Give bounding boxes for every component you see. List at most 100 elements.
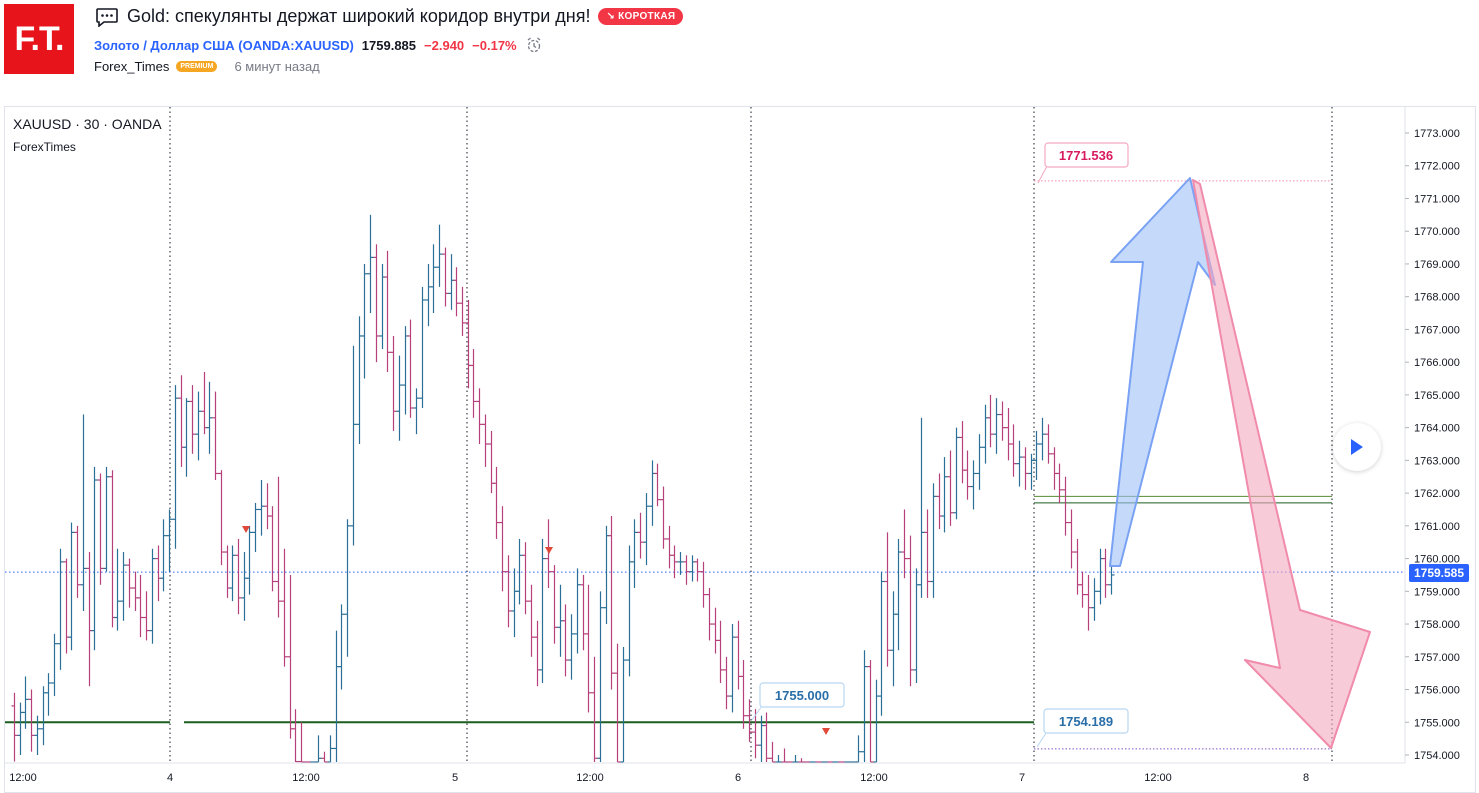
- price-tick-label: 1767.000: [1414, 324, 1460, 336]
- price-tick-label: 1771.000: [1414, 193, 1460, 205]
- ohlc-bar: [562, 604, 569, 677]
- last-price-text: 1759.585: [1414, 566, 1464, 580]
- ohlc-bar: [91, 466, 98, 651]
- price-change-percent: −0.17%: [472, 37, 517, 53]
- ohlc-bar: [895, 538, 902, 651]
- price-tick-label: 1769.000: [1414, 259, 1460, 271]
- ohlc-bar: [626, 545, 633, 677]
- price-tick-label: 1766.000: [1414, 357, 1460, 369]
- ohlc-bar: [964, 450, 971, 500]
- ohlc-bar: [930, 483, 937, 598]
- ohlc-bar: [769, 741, 776, 763]
- ohlc-bar: [534, 620, 541, 687]
- signal-markers: [242, 526, 830, 735]
- ohlc-bar: [459, 286, 466, 336]
- price-tick-label: 1760.000: [1414, 554, 1460, 566]
- ohlc-bar: [45, 673, 52, 716]
- ohlc-bar: [465, 299, 472, 389]
- author-name[interactable]: Forex_Times: [94, 59, 170, 74]
- chart-legend-author: ForexTimes: [13, 140, 76, 154]
- ohlc-bar: [1045, 424, 1052, 464]
- ohlc-bar: [953, 427, 960, 520]
- ohlc-bar: [373, 244, 380, 363]
- down-forecast-arrow[interactable]: [1192, 179, 1371, 749]
- ohlc-bar: [241, 552, 248, 621]
- ohlc-bar: [453, 267, 460, 317]
- ohlc-bar: [344, 519, 351, 657]
- ohlc-bar: [281, 548, 288, 667]
- ohlc-bar: [436, 224, 443, 287]
- arrow-down-right-icon: ↘: [606, 11, 616, 22]
- ohlc-bar: [683, 555, 690, 585]
- time-tick-label: 12:00: [576, 772, 604, 784]
- ohlc-bar: [603, 525, 610, 625]
- ohlc-bar: [258, 480, 265, 536]
- premium-badge: PREMIUM: [176, 61, 218, 72]
- ohlc-bar: [545, 519, 552, 589]
- ohlc-bar: [1097, 548, 1104, 605]
- symbol-code[interactable]: (OANDA:XAUUSD): [238, 37, 354, 53]
- ohlc-bar: [419, 286, 426, 408]
- ohlc-bar: [206, 381, 213, 454]
- ohlc-bar: [528, 584, 535, 657]
- ohlc-bar: [298, 722, 305, 763]
- session-separators: [169, 107, 1333, 763]
- ohlc-bar: [901, 509, 908, 579]
- author-logo[interactable]: F.T.: [4, 4, 74, 74]
- author-row: Forex_Times PREMIUM 6 минут назад: [94, 59, 320, 74]
- price-tick-label: 1770.000: [1414, 226, 1460, 238]
- price-axis-ticks: 1773.000 1772.000 1771.000 1770.000 1769.000…: [1405, 128, 1460, 762]
- ohlc-bar: [993, 398, 1000, 454]
- publish-time: 6 минут назад: [234, 59, 320, 74]
- ohlc-bar: [57, 548, 64, 670]
- up-forecast-arrow[interactable]: [1109, 177, 1216, 567]
- ohlc-bar: [1016, 440, 1023, 487]
- ohlc-bar: [28, 689, 35, 752]
- chart-legend-symbol[interactable]: XAUUSD · 30 · OANDA: [13, 116, 162, 132]
- time-tick-label: 12:00: [860, 772, 888, 784]
- support-price-label[interactable]: 1755.000: [751, 682, 845, 721]
- ohlc-bar: [178, 375, 185, 467]
- ohlc-bar: [505, 555, 512, 628]
- ohlc-bar: [735, 620, 742, 690]
- play-button[interactable]: [1333, 423, 1381, 471]
- ohlc-bar: [1005, 407, 1012, 461]
- ohlc-bar: [867, 660, 874, 763]
- ohlc-bar: [643, 493, 650, 566]
- ohlc-bar: [338, 604, 345, 690]
- ohlc-bar: [160, 519, 167, 592]
- ohlc-bar: [752, 709, 759, 759]
- ohlc-bar: [913, 568, 920, 683]
- ohlc-bar: [22, 676, 29, 729]
- price-tick-label: 1757.000: [1414, 652, 1460, 664]
- ohlc-bar: [746, 699, 753, 742]
- ohlc-bar: [918, 417, 925, 598]
- horizontal-levels: [5, 180, 1405, 750]
- ohlc-bar: [976, 434, 983, 490]
- time-scale[interactable]: 12:00 4 12:00 5 12:00 6 12:00 7 12:00 8: [5, 762, 1405, 784]
- sell-signal-marker: [545, 547, 553, 554]
- time-tick-label: 12:00: [9, 772, 37, 784]
- symbol-link[interactable]: Золото / Доллар США (OANDA:XAUUSD): [94, 38, 354, 53]
- price-scale[interactable]: 1773.000 1772.000 1771.000 1770.000 1769.000…: [1404, 107, 1474, 764]
- ohlc-bar: [172, 385, 179, 549]
- ohlc-bar: [212, 391, 219, 481]
- alarm-clock-icon[interactable]: [525, 36, 543, 54]
- ohlc-bar: [166, 509, 173, 572]
- symbol-name[interactable]: Золото / Доллар США: [94, 37, 235, 53]
- target-price-label[interactable]: 1771.536: [1037, 142, 1129, 184]
- time-tick-label: 6: [735, 772, 741, 784]
- ohlc-bar: [620, 646, 627, 763]
- ohlc-bar: [775, 755, 782, 763]
- ohlc-bar: [143, 591, 150, 641]
- price-tick-label: 1759.000: [1414, 586, 1460, 598]
- time-tick-label: 7: [1019, 772, 1025, 784]
- play-icon: [1351, 439, 1363, 455]
- ohlc-bar: [585, 584, 592, 713]
- ohlc-bar: [287, 574, 294, 739]
- low-target-price-label[interactable]: 1754.189: [1036, 708, 1129, 748]
- ohlc-bar: [425, 263, 432, 327]
- ohlc-bar: [132, 571, 139, 611]
- ohlc-bar: [189, 385, 196, 454]
